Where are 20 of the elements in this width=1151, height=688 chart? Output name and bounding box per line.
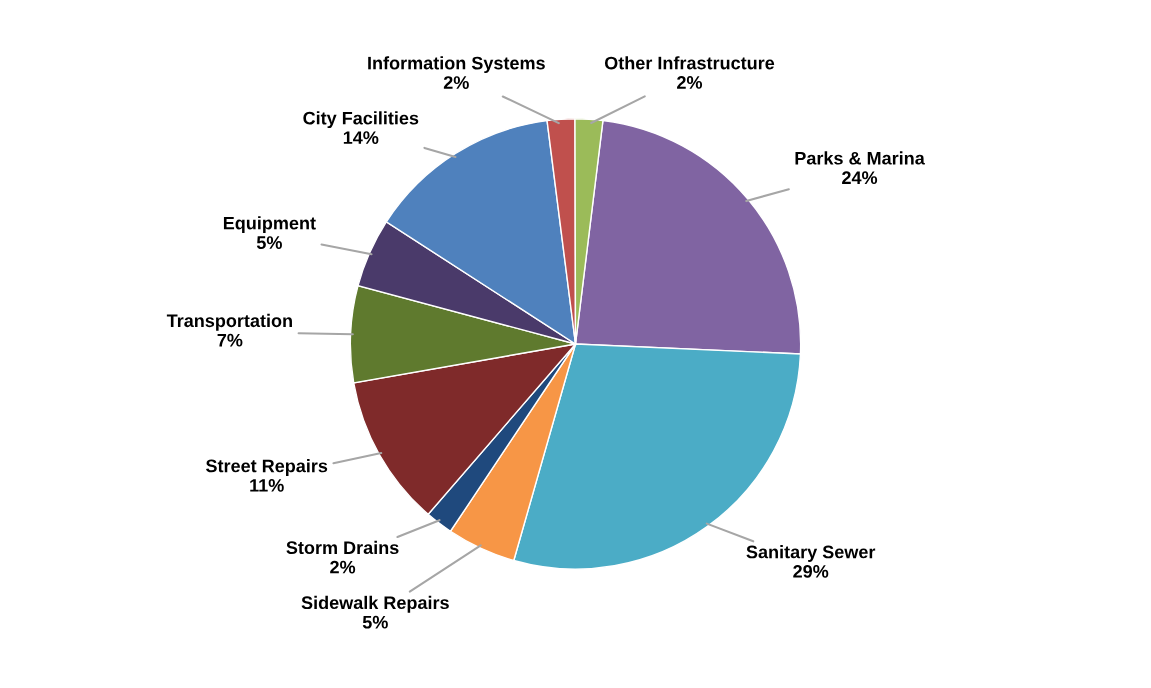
data-label: 2%	[330, 560, 356, 574]
slice-label: Storm Drains	[286, 540, 399, 555]
slice-label: Information Systems	[368, 56, 545, 74]
data-label: 7%	[217, 333, 243, 347]
slice-label: Equipment	[223, 216, 316, 234]
data-label: 2%	[677, 76, 703, 89]
data-label: 29%	[793, 565, 829, 578]
slice-label: Other Infrastructure	[604, 56, 775, 70]
data-label: 5%	[256, 236, 282, 249]
data-label: 5%	[362, 615, 388, 629]
data-label: 14%	[343, 131, 379, 144]
data-label: 2%	[443, 76, 469, 89]
slice-label: Transportation	[166, 313, 292, 331]
slice-label: Sanitary Sewer	[746, 545, 876, 562]
slice-label: City Facilities	[303, 111, 419, 129]
data-label: 24%	[842, 171, 878, 185]
slice-label: Street Repairs	[206, 459, 328, 476]
data-label: 11%	[250, 479, 284, 492]
slice-label: Sidewalk Repairs	[301, 595, 449, 613]
slice-label: Parks & Marina	[795, 151, 925, 165]
